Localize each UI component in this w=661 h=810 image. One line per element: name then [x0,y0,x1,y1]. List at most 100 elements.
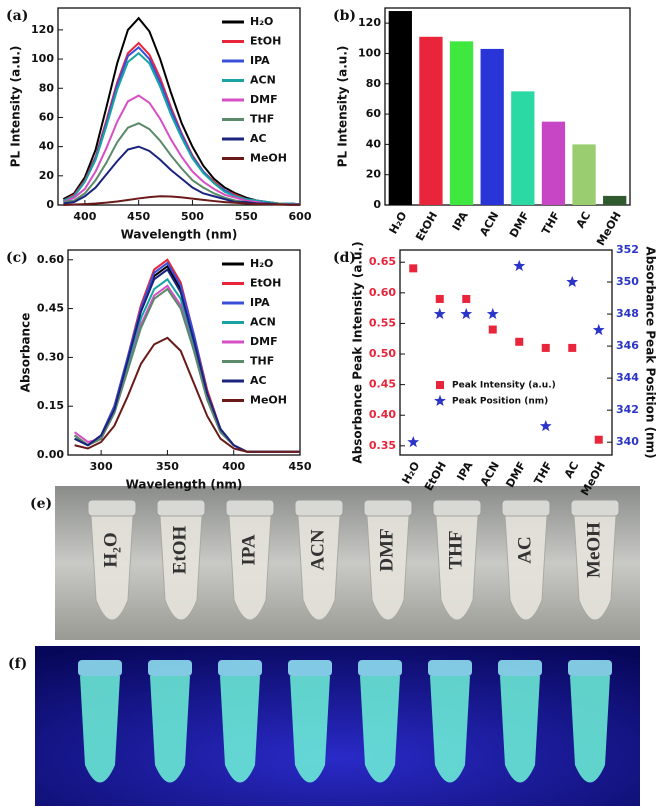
y-tick-label: 100 [358,46,381,59]
bar [541,121,566,205]
point [515,337,524,346]
y-tick-label: 20 [366,168,382,181]
point [460,307,473,320]
tube-label: EtOH [169,526,190,575]
y-tick-label: 0.45 [369,378,396,391]
x-tick-label: H₂O [400,460,423,487]
glow-cap [568,660,612,676]
tube [90,515,134,621]
point [594,435,603,444]
point [488,325,497,334]
panel-label: (e) [30,496,52,512]
tube-label: H₂O [100,532,121,567]
x-tick-label: AC [562,460,582,481]
x-tick-label: 400 [73,210,96,223]
series-line [63,46,301,206]
point [407,435,420,448]
y2-tick-label: 346 [616,339,639,352]
panel-label: (b) [333,8,356,24]
tube-label: MeOH [583,522,604,578]
legend-label: MeOH [250,394,287,407]
tube-label: DMF [376,528,397,571]
y2-tick-label: 352 [616,243,639,256]
glow-cap [78,660,122,676]
tube-cap [570,499,620,517]
tube [435,515,479,621]
tube-cap [156,499,206,517]
series-line [63,51,301,206]
legend-swatch [436,381,444,389]
x-axis-label: Wavelength (nm) [126,478,243,492]
x-tick-label: ACN [477,210,501,239]
glow-cap [148,660,192,676]
legend-label: THF [250,355,274,368]
glow-tube [150,676,190,783]
y-tick-label: 60 [39,110,55,123]
tube-cap [363,499,413,517]
point [433,307,446,320]
legend-label: H₂O [250,257,273,270]
x-tick-label: THF [532,460,555,487]
y-axis-label: PL Intensity (a.u.) [9,46,23,168]
legend-label: THF [250,113,274,126]
glow-tube [500,676,540,783]
tube-cap [501,499,551,517]
point [435,294,444,303]
y-tick-label: 0.40 [369,408,396,421]
legend-label: Peak Position (nm) [452,397,548,407]
point [486,307,499,320]
legend-label: Peak Intensity (a.u.) [452,381,556,391]
y2-tick-label: 348 [616,307,639,320]
x-tick-label: H₂O [387,210,410,237]
y-tick-label: 0.65 [369,255,396,268]
x-tick-label: DMF [507,210,532,240]
y-tick-label: 60 [366,107,382,120]
x-tick-label: THF [539,210,562,237]
y2-axis-label: Absorbance Peak Position (nm) [644,246,658,458]
legend-label: AC [250,132,267,145]
glow-tube [80,676,120,783]
y-tick-label: 100 [31,52,54,65]
point [539,419,552,432]
x-tick-label: EtOH [413,210,440,244]
tube [297,515,341,621]
x-tick-label: ACN [478,460,502,489]
glow-tube [290,676,330,783]
panel-label: (a) [6,8,28,24]
point [541,343,550,352]
panel-label: (d) [333,250,356,266]
y-axis-label: PL Intensity (a.u.) [336,46,350,168]
photo-f [35,646,640,806]
y-tick-label: 0.30 [37,350,64,363]
legend-label: EtOH [250,277,281,290]
legend-swatch [434,394,446,407]
glow-cap [358,660,402,676]
legend-label: EtOH [250,35,281,48]
plot-frame [384,7,631,206]
legend-label: MeOH [250,152,287,165]
tube-cap [225,499,275,517]
point [409,264,418,273]
bar [388,11,412,206]
bar [511,91,535,205]
y-tick-label: 0.60 [369,286,396,299]
panel-label: (f) [8,656,27,672]
glow-cap [288,660,332,676]
series-line [74,336,300,453]
x-axis-label: Wavelength (nm) [121,228,238,242]
tube [573,515,617,621]
glow-tube [360,676,400,783]
plot-frame [57,7,301,206]
point [513,259,526,272]
y-axis-label: Absorbance [19,313,33,393]
x-tick-label: 550 [235,210,258,223]
tube-cap [432,499,482,517]
glow-cap [498,660,542,676]
legend-label: H₂O [250,15,273,28]
x-tick-label: 500 [181,210,204,223]
bar [419,36,443,205]
tube-label: IPA [238,534,259,566]
point [566,275,579,288]
y-tick-label: 0.60 [37,253,64,266]
